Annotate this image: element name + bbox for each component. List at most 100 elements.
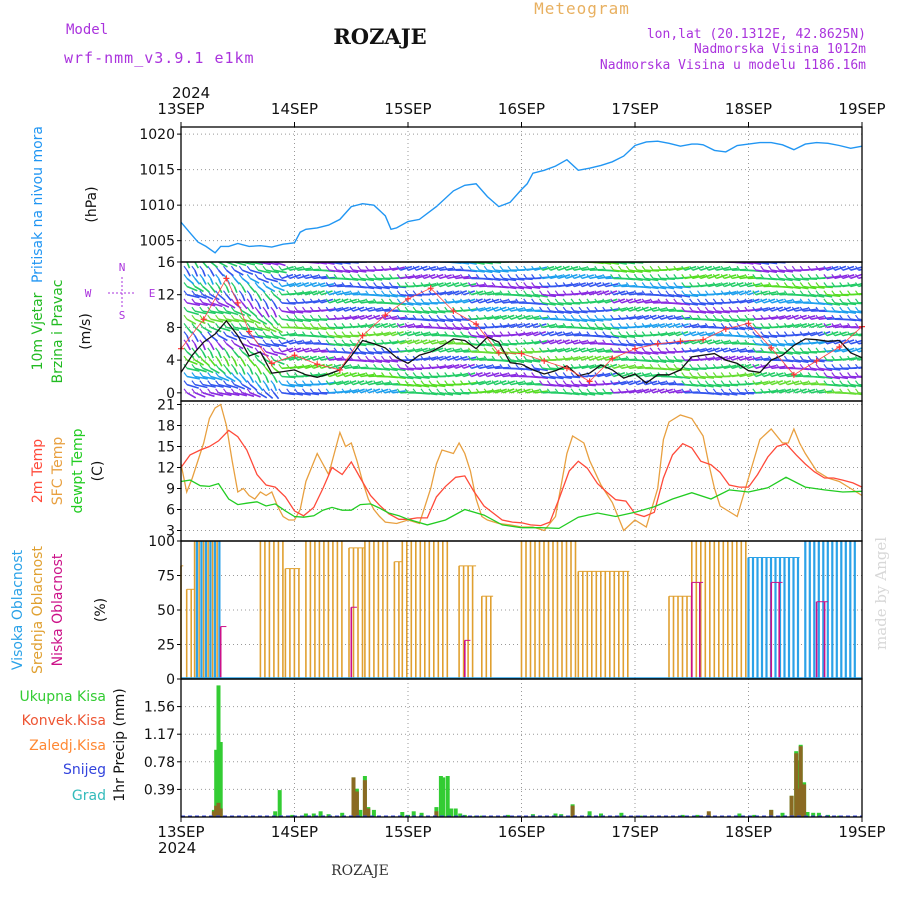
wind-barb <box>463 326 478 330</box>
precip-bar <box>449 808 454 817</box>
wind-barb-flag <box>246 380 251 385</box>
wind-barb <box>637 351 651 355</box>
gust-marker <box>654 340 661 347</box>
wind-barb <box>692 265 705 271</box>
wind-barb-flag <box>373 265 378 271</box>
wind-barb-flag <box>381 372 385 377</box>
wind-barb-flag <box>523 274 528 279</box>
wind-barb-flag <box>381 380 385 385</box>
wind-barb <box>716 383 730 388</box>
wind-barb <box>684 367 699 371</box>
wind-barb-flag <box>641 323 646 328</box>
wind-barb-flag <box>357 355 362 361</box>
wind-barb <box>210 286 217 293</box>
wind-barb-flag <box>625 290 630 296</box>
wind-barb <box>858 334 862 337</box>
wind-barb <box>526 285 541 289</box>
wind-barb-flag <box>191 339 196 345</box>
wind-barb-flag <box>736 355 741 361</box>
compass-n: N <box>119 261 126 274</box>
wind-barb-flag <box>602 306 607 312</box>
gust-marker <box>563 365 570 372</box>
precip-bar <box>354 791 359 817</box>
wind-barb <box>202 367 214 374</box>
wind-barb <box>376 388 389 394</box>
wind-barb <box>858 366 862 370</box>
wind-barb-flag <box>649 290 654 296</box>
wind-barb-flag <box>349 314 354 320</box>
wind-barb-flag <box>302 339 306 345</box>
wind-barb-flag <box>444 331 449 336</box>
wind-barb-flag <box>554 339 559 345</box>
wind-barb-flag <box>325 388 330 394</box>
wind-barb <box>534 302 549 306</box>
wind-barb <box>249 359 256 367</box>
wind-barb <box>795 323 808 329</box>
wind-barb-flag <box>578 274 583 279</box>
wind-barb-flag <box>807 314 812 320</box>
temperature-y-tick-label: 6 <box>166 503 175 519</box>
gust-marker <box>745 320 752 327</box>
gust-marker <box>632 345 638 352</box>
wind-barb <box>447 290 460 296</box>
wind-barb <box>463 363 475 370</box>
wind-barb <box>202 383 216 388</box>
wind-barb-flag <box>286 363 291 369</box>
wind-barb <box>684 375 699 380</box>
wind-barb-flag <box>491 355 496 361</box>
wind-barb-flag <box>618 355 622 361</box>
wind-barb <box>273 351 287 356</box>
wind-barb-flag <box>641 363 646 369</box>
wind-barb <box>795 277 809 281</box>
wind-barb-flag <box>839 372 844 377</box>
wind-barb <box>352 277 367 282</box>
wind-barb-flag <box>783 363 788 369</box>
wind-barb-flag <box>515 282 520 287</box>
wind-barb-flag <box>317 331 322 336</box>
wind-barb <box>708 273 720 280</box>
wind-barb-flag <box>546 323 551 328</box>
wind-barb-flag <box>752 298 757 304</box>
wind-barb-flag <box>673 323 678 328</box>
wind-barb-flag <box>365 282 370 287</box>
wind-barb-flag <box>515 274 520 279</box>
wind-barb-flag <box>657 355 662 361</box>
wind-barb <box>463 372 476 378</box>
wind-barb-flag <box>815 331 820 336</box>
wind-barb-field <box>183 262 862 400</box>
wind-barb-flag <box>183 314 188 320</box>
wind-barb-flag <box>807 347 812 353</box>
wind-barb-flag <box>728 339 733 345</box>
wind-barb <box>194 367 207 373</box>
wind-barb-flag <box>712 388 717 394</box>
wind-barb <box>218 318 232 323</box>
precip-bar <box>479 815 484 817</box>
wind-barb-flag <box>357 314 362 320</box>
wind-barb-flag <box>618 339 622 345</box>
wind-barb-flag <box>704 355 709 361</box>
wind-barb-flag <box>349 290 354 296</box>
wind-barb-flag <box>483 314 488 320</box>
wind-barb-flag <box>262 282 267 287</box>
wind-barb <box>589 392 604 396</box>
precip-bar <box>638 815 643 817</box>
wind-barb-flag <box>728 290 733 296</box>
gust-marker <box>336 366 343 373</box>
wind-barb-flag <box>728 298 733 304</box>
wind-barb <box>810 322 823 329</box>
wind-barb-flag <box>760 298 765 304</box>
wind-barb-flag <box>531 298 536 304</box>
wind-barb-flag <box>570 388 575 394</box>
wind-barb-flag <box>341 290 346 296</box>
precip-bar <box>802 784 807 817</box>
watermark: made by Angel <box>872 537 890 650</box>
wind-barb-flag <box>483 355 488 361</box>
wind-barb <box>265 318 274 326</box>
wind-barb <box>305 326 319 331</box>
precip-bar <box>438 776 443 817</box>
precip-bar <box>458 813 463 817</box>
wind-barb-flag <box>491 363 496 369</box>
precip-legend-item: Konvek.Kisa <box>22 713 106 729</box>
wind-barb-flag <box>404 265 409 271</box>
